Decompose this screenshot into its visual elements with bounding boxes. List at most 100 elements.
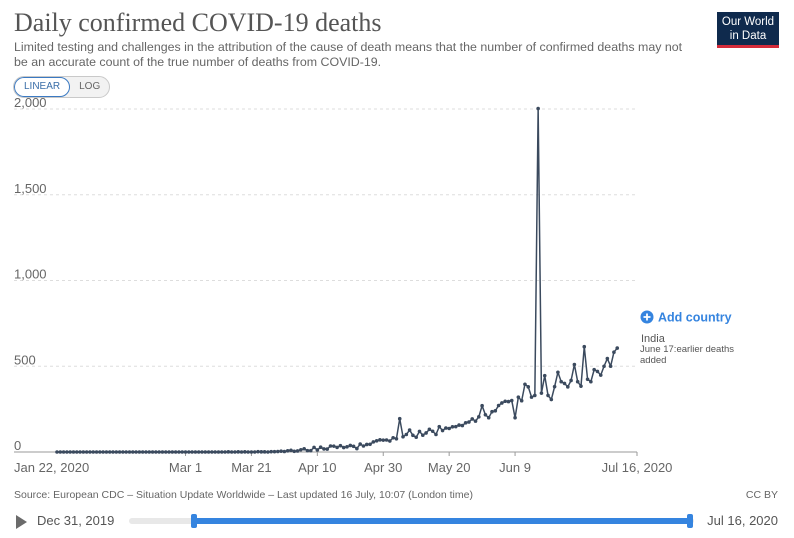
- data-point: [444, 426, 448, 430]
- x-tick-label: Jun 9: [499, 460, 531, 475]
- data-point: [453, 424, 458, 429]
- x-tick-label: Mar 1: [169, 460, 202, 475]
- data-point: [299, 447, 303, 452]
- data-point: [111, 450, 115, 454]
- data-point: [595, 369, 600, 374]
- data-point: [615, 346, 620, 350]
- data-point: [322, 447, 326, 451]
- data-point: [55, 450, 59, 454]
- data-point: [523, 382, 527, 387]
- data-point: [338, 443, 343, 448]
- data-point: [88, 450, 92, 454]
- data-point: [605, 356, 610, 361]
- timeline-end-label: Jul 16, 2020: [707, 513, 778, 528]
- x-tick-label: Apr 10: [298, 460, 336, 475]
- data-point: [183, 450, 188, 454]
- data-point: [74, 450, 79, 454]
- timeline: Dec 31, 2019 Jul 16, 2020: [14, 511, 780, 531]
- data-point: [575, 379, 580, 384]
- data-point: [68, 450, 72, 454]
- data-point: [519, 398, 524, 403]
- data-point: [131, 450, 135, 454]
- data-point: [348, 443, 353, 448]
- data-point: [407, 428, 412, 432]
- data-point: [177, 450, 181, 454]
- data-point: [483, 412, 488, 417]
- data-point: [213, 450, 217, 454]
- linear-scale-button[interactable]: LINEAR: [14, 77, 71, 97]
- timeline-end-handle[interactable]: [687, 514, 693, 528]
- data-point: [94, 450, 99, 454]
- timeline-track[interactable]: [129, 514, 694, 528]
- gridlines: [14, 108, 637, 453]
- chart-subtitle: Limited testing and challenges in the at…: [14, 40, 683, 69]
- data-point: [187, 450, 191, 454]
- data-point: [421, 433, 425, 437]
- series-label-india: India: [641, 333, 666, 345]
- data-point: [556, 370, 560, 375]
- play-icon[interactable]: [16, 515, 27, 529]
- data-point: [256, 449, 260, 454]
- license-link[interactable]: CC BY: [745, 489, 778, 501]
- data-point: [246, 450, 250, 454]
- data-point: [414, 435, 419, 440]
- data-point: [243, 450, 247, 454]
- data-point: [539, 391, 544, 395]
- data-point: [239, 450, 244, 454]
- data-point: [61, 450, 66, 454]
- data-point: [282, 449, 287, 454]
- data-point: [127, 450, 132, 454]
- data-point: [134, 450, 138, 454]
- data-point: [98, 450, 102, 454]
- data-point: [124, 450, 128, 454]
- data-point: [58, 450, 63, 454]
- data-point: [345, 445, 349, 449]
- data-point: [490, 409, 494, 414]
- data-point: [170, 450, 175, 454]
- data-point: [279, 449, 283, 453]
- timeline-selected-range[interactable]: [191, 514, 693, 528]
- data-point: [302, 446, 306, 451]
- series-annotation: June 17:earlier deaths added: [640, 344, 735, 366]
- data-point: [368, 442, 372, 447]
- data-point: [608, 364, 613, 369]
- data-point: [401, 434, 405, 439]
- data-point: [516, 395, 521, 399]
- data-point: [305, 448, 310, 453]
- data-point: [104, 450, 109, 454]
- data-point: [272, 449, 277, 454]
- data-point: [269, 449, 274, 454]
- data-point: [427, 427, 432, 432]
- y-tick-label: 500: [14, 352, 36, 367]
- owid-logo[interactable]: Our World in Data: [717, 12, 779, 48]
- data-point: [536, 106, 540, 111]
- data-point: [351, 444, 356, 449]
- x-axis-ticks: Jan 22, 2020 Mar 1 Mar 21 Apr 10 Apr 30 May 2…: [14, 452, 672, 475]
- data-point: [328, 444, 333, 448]
- data-point: [190, 450, 194, 454]
- data-point: [473, 419, 478, 423]
- data-point: [318, 445, 323, 450]
- data-point: [160, 450, 165, 454]
- data-point: [378, 438, 382, 442]
- data-points: [55, 106, 620, 454]
- data-point: [496, 403, 501, 408]
- timeline-start-handle[interactable]: [191, 514, 197, 528]
- data-point: [589, 379, 593, 384]
- data-point: [147, 450, 152, 454]
- data-point: [216, 450, 221, 454]
- data-point: [381, 438, 386, 442]
- data-point: [582, 344, 587, 349]
- data-point: [486, 415, 491, 420]
- data-point: [78, 450, 82, 454]
- data-point: [592, 367, 596, 372]
- data-point: [506, 399, 511, 404]
- data-point: [430, 429, 435, 434]
- data-point: [101, 450, 105, 454]
- log-scale-button[interactable]: LOG: [79, 81, 101, 92]
- x-tick-label: Apr 30: [364, 460, 402, 475]
- x-tick-label: May 20: [428, 460, 471, 475]
- data-point: [107, 450, 112, 454]
- data-point: [374, 439, 379, 443]
- add-country-button[interactable]: Add country: [640, 310, 732, 325]
